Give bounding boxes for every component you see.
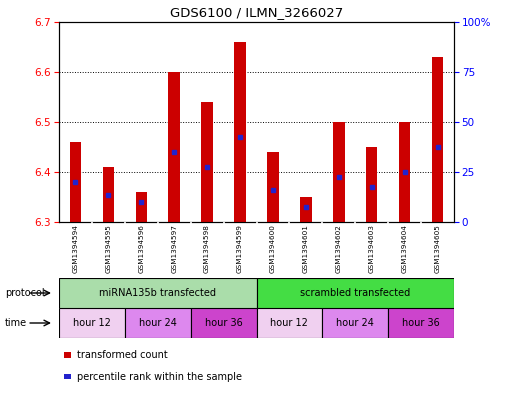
- Bar: [267, 152, 279, 222]
- Text: hour 24: hour 24: [337, 318, 374, 328]
- Text: GSM1394603: GSM1394603: [369, 224, 374, 273]
- Bar: [399, 122, 410, 222]
- Bar: [300, 197, 311, 222]
- Bar: [59, 278, 256, 308]
- Bar: [234, 42, 246, 222]
- Bar: [366, 147, 378, 222]
- Bar: [191, 308, 256, 338]
- Text: GSM1394597: GSM1394597: [171, 224, 177, 273]
- Text: time: time: [5, 318, 27, 328]
- Bar: [202, 102, 213, 222]
- Text: hour 36: hour 36: [402, 318, 440, 328]
- Text: GSM1394604: GSM1394604: [402, 224, 408, 273]
- Text: hour 24: hour 24: [139, 318, 176, 328]
- Bar: [333, 122, 345, 222]
- Bar: [322, 308, 388, 338]
- Text: protocol: protocol: [5, 288, 45, 298]
- Bar: [125, 308, 191, 338]
- Bar: [70, 142, 81, 222]
- Text: GSM1394595: GSM1394595: [105, 224, 111, 273]
- Text: hour 36: hour 36: [205, 318, 243, 328]
- Bar: [135, 192, 147, 222]
- Text: transformed count: transformed count: [77, 350, 168, 360]
- Bar: [432, 57, 443, 222]
- Text: hour 12: hour 12: [73, 318, 111, 328]
- Text: GSM1394599: GSM1394599: [237, 224, 243, 273]
- Text: hour 12: hour 12: [270, 318, 308, 328]
- Text: percentile rank within the sample: percentile rank within the sample: [77, 372, 242, 382]
- Text: GDS6100 / ILMN_3266027: GDS6100 / ILMN_3266027: [170, 6, 343, 19]
- Text: GSM1394602: GSM1394602: [336, 224, 342, 273]
- Bar: [59, 308, 125, 338]
- Text: GSM1394600: GSM1394600: [270, 224, 276, 273]
- Bar: [168, 72, 180, 222]
- Text: GSM1394605: GSM1394605: [435, 224, 441, 273]
- Text: GSM1394601: GSM1394601: [303, 224, 309, 273]
- Bar: [256, 278, 454, 308]
- Bar: [256, 308, 322, 338]
- Text: GSM1394594: GSM1394594: [72, 224, 78, 273]
- Bar: [388, 308, 454, 338]
- Text: scrambled transfected: scrambled transfected: [300, 288, 410, 298]
- Text: GSM1394596: GSM1394596: [139, 224, 144, 273]
- Text: miRNA135b transfected: miRNA135b transfected: [99, 288, 216, 298]
- Text: GSM1394598: GSM1394598: [204, 224, 210, 273]
- Bar: [103, 167, 114, 222]
